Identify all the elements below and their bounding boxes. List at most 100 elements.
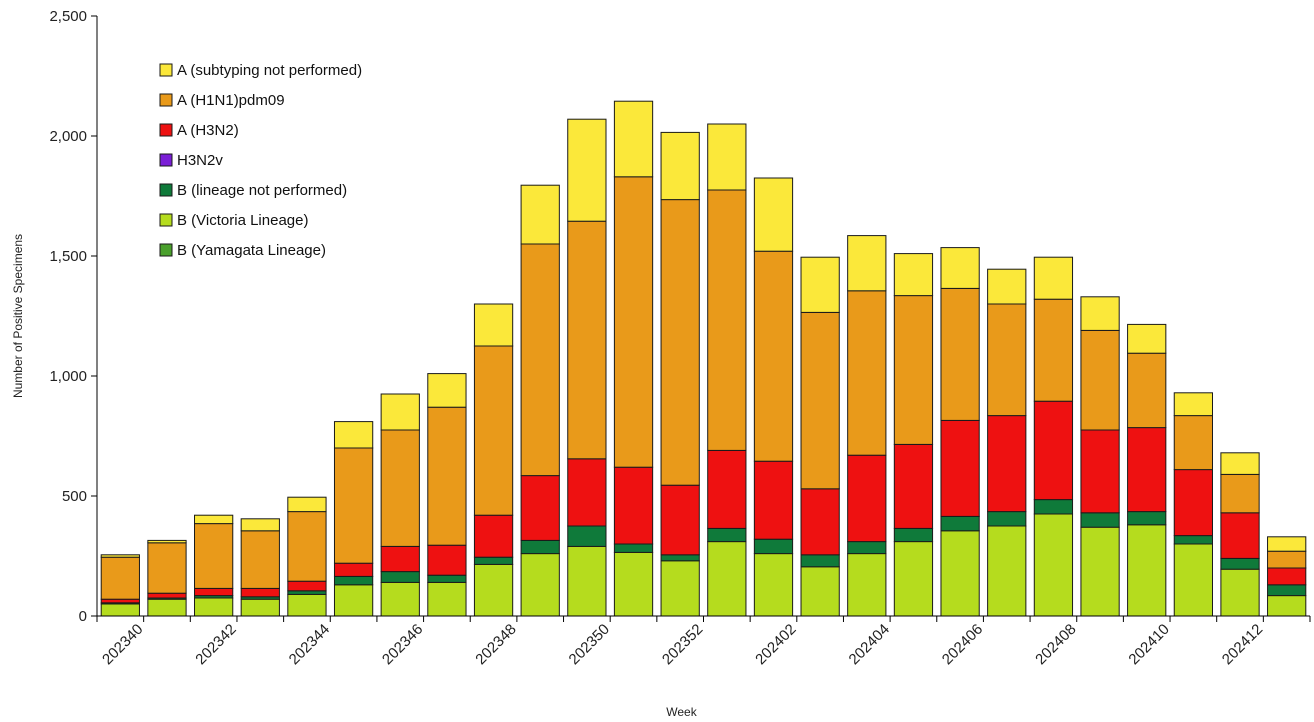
legend-swatch [159,123,173,137]
legend-swatch [159,63,173,77]
bar-segment [100,603,140,617]
bar-segment [613,551,654,617]
x-tick-label: 202346 [379,621,426,668]
bar-segment [1267,550,1307,569]
bar-segment [1080,429,1120,514]
y-tick-label: 1,000 [49,368,87,385]
bar-segment [987,525,1027,617]
bar-segment [567,458,607,527]
x-tick-label: 202342 [192,621,239,668]
bar-segment [1080,296,1120,331]
bar-segment [100,554,140,558]
bar-segment [1080,512,1120,528]
bar-segment [800,488,840,556]
bar-segment [987,511,1027,527]
bar-segment [520,475,560,541]
bar-segment [893,541,934,617]
bar-segment [1173,469,1213,537]
bar-segment [427,406,467,546]
y-axis-title: Number of Positive Specimens [11,234,25,398]
bar-segment [333,562,374,577]
bar-segment [1267,567,1307,586]
bar-segment [800,566,840,617]
bar-segment [1220,452,1260,475]
x-tick-label: 202352 [659,621,706,668]
bar-segment [1173,535,1213,545]
bar-segment [847,553,887,617]
bar-segment [240,530,280,589]
bar-segment [473,556,514,565]
y-tick-label: 500 [62,488,87,505]
bar-segment [287,496,327,513]
bar-segment [1267,536,1307,552]
y-tick-label: 2,500 [49,8,87,25]
legend-label: A (H3N2) [177,122,239,139]
bar-segment [613,543,654,553]
bar-segment [1173,543,1213,617]
bar-segment [1033,400,1074,501]
bar-segment [800,554,840,568]
bar-segment [1220,557,1260,570]
bar-segment [847,290,887,456]
legend-swatch [159,243,173,257]
x-tick-label: 202350 [566,621,613,668]
bar-segment [940,419,980,517]
x-tick-label: 202340 [99,621,146,668]
bar-segment [707,123,747,191]
bar-segment [1033,499,1074,515]
bar-segment [847,235,887,292]
y-ticks: 0 500 1,000 1,500 2,000 2,500 [49,8,97,625]
bar-segment [987,268,1027,305]
bar-segment [567,118,607,222]
x-ticks: 202340 202342 202344 202346 202348 202350 2023… [96,616,1311,668]
legend-label: H3N2v [177,152,223,169]
bar-segment [287,580,327,592]
bar-segment [473,345,514,516]
legend-label: A (H1N1)pdm09 [177,92,285,109]
bar-segment [240,518,280,532]
bar-segment [800,256,840,313]
bar-segment [987,415,1027,513]
bar-segment [567,525,607,547]
y-tick-label: 1,500 [49,248,87,265]
x-tick-label: 202348 [472,621,519,668]
bar-segment [940,287,980,421]
bar-segment [1033,256,1074,300]
legend-swatch [159,93,173,107]
bar-segment [333,421,374,449]
bar-segment [147,592,187,599]
bar-segment [100,598,140,604]
bar-segment [1173,392,1213,417]
bar-segment [1173,415,1213,471]
bar-segment [240,587,280,598]
bar-segment [147,542,187,594]
bar-segment [380,545,420,573]
bar-segment [940,515,980,532]
bar-segment [567,545,607,617]
bar-segment [707,189,747,451]
bar-segment [940,247,980,289]
bar-segment [520,184,560,245]
bar-segment [567,220,607,460]
bar-segment [1080,526,1120,617]
bar-segment [147,598,187,617]
bar-segment [1127,524,1167,617]
bar-segment [1220,568,1260,617]
bar-segment [940,530,980,617]
bar-segment [1033,298,1074,402]
legend-label: B (lineage not performed) [177,182,347,199]
bar-segment [660,199,700,486]
bar-segment [380,393,420,431]
bar-segment [427,574,467,583]
x-axis-title: Week [666,705,697,719]
x-tick-label: 202408 [1032,621,1079,668]
bar-segment [1220,473,1260,514]
bar-segment [1127,427,1167,513]
bar-segment [753,177,794,252]
bar-segment [473,514,514,558]
bar-segment [707,449,747,529]
bar-segment [100,556,140,600]
bar-segment [613,466,654,545]
bar-segment [427,581,467,617]
